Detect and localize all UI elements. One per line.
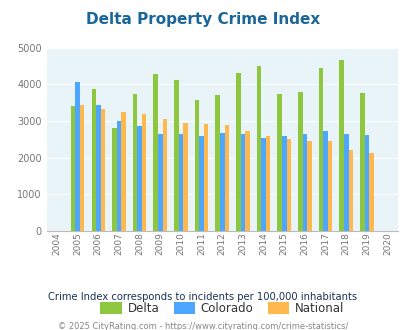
Bar [71,107,75,231]
Bar [137,126,142,231]
Bar [116,121,121,231]
Bar [203,124,208,231]
Bar [359,93,364,231]
Bar [224,125,228,231]
Bar [153,74,158,231]
Bar [343,134,347,231]
Bar [174,81,178,231]
Bar [277,94,281,231]
Bar [132,94,137,231]
Text: Delta Property Crime Index: Delta Property Crime Index [86,12,319,26]
Bar [96,105,100,231]
Bar [80,105,84,231]
Bar [194,100,199,231]
Bar [339,60,343,231]
Bar [256,66,261,231]
Bar [199,136,203,231]
Bar [245,131,249,231]
Bar [215,95,220,231]
Bar [142,114,146,231]
Bar [162,119,167,231]
Bar [100,109,105,231]
Bar [368,153,373,231]
Text: © 2025 CityRating.com - https://www.cityrating.com/crime-statistics/: © 2025 CityRating.com - https://www.city… [58,322,347,330]
Bar [75,82,80,231]
Bar [158,134,162,231]
Bar [261,138,265,231]
Bar [322,131,327,231]
Bar [112,128,116,231]
Bar [364,135,368,231]
Text: Crime Index corresponds to incidents per 100,000 inhabitants: Crime Index corresponds to incidents per… [48,292,357,302]
Bar [220,133,224,231]
Legend: Delta, Colorado, National: Delta, Colorado, National [96,297,348,320]
Bar [121,112,126,231]
Bar [318,68,322,231]
Bar [265,137,270,231]
Bar [91,89,96,231]
Bar [281,136,286,231]
Bar [183,122,188,231]
Bar [347,150,352,231]
Bar [297,92,302,231]
Bar [178,134,183,231]
Bar [307,141,311,231]
Bar [327,141,332,231]
Bar [240,134,245,231]
Bar [286,139,290,231]
Bar [302,134,307,231]
Bar [236,73,240,231]
